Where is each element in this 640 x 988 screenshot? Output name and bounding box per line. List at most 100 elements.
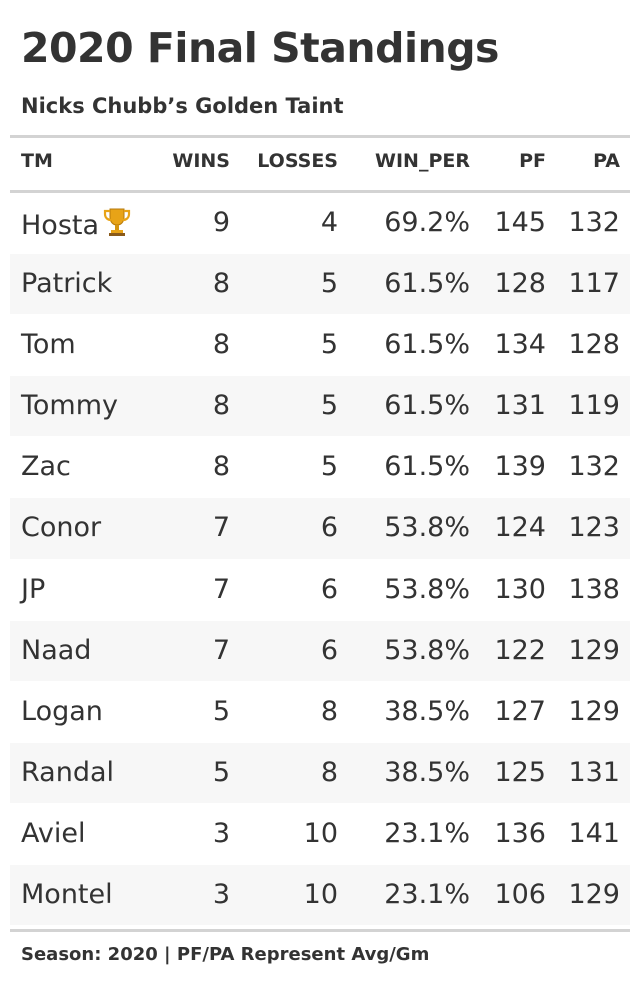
cell-wins: 7: [213, 635, 230, 666]
cell-pf-text: 139: [494, 451, 546, 483]
cell-losses: 4: [321, 207, 338, 238]
table-row: Tommy 8 5 61.5% 131 119: [10, 376, 630, 438]
cell-win-per-text: 38.5%: [384, 756, 470, 788]
trophy-icon: [103, 207, 131, 237]
cell-win-per: 61.5%: [384, 451, 470, 482]
cell-pf-text: 136: [494, 817, 546, 849]
cell-win-per-text: 53.8%: [384, 512, 470, 544]
cell-pa: 129: [568, 696, 620, 727]
cell-losses: 10: [304, 818, 338, 849]
cell-pf-text: 134: [494, 329, 546, 361]
table-row: Montel 3 10 23.1% 106 129: [10, 865, 630, 927]
cell-pf: 139: [494, 451, 546, 482]
cell-win-per-text: 61.5%: [384, 451, 470, 483]
cell-pa: 138: [568, 574, 620, 605]
cell-team: Logan: [21, 696, 103, 727]
cell-losses: 6: [321, 512, 338, 543]
cell-pa-text: 123: [568, 512, 620, 544]
cell-losses: 5: [321, 451, 338, 482]
cell-win-per: 61.5%: [384, 329, 470, 360]
cell-wins: 8: [213, 268, 230, 299]
cell-win-per: 61.5%: [384, 268, 470, 299]
cell-pa-text: 131: [568, 756, 620, 788]
cell-losses: 6: [321, 574, 338, 605]
cell-team-text: Tom: [21, 329, 76, 361]
cell-pa-text: 128: [568, 329, 620, 361]
cell-win-per: 38.5%: [384, 757, 470, 788]
cell-pa: 131: [568, 757, 620, 788]
cell-pa-text: 129: [568, 695, 620, 727]
cell-pf: 125: [494, 757, 546, 788]
table-footnote: Season: 2020 | PF/PA Represent Avg/Gm: [21, 944, 430, 965]
table-row: Tom 8 5 61.5% 134 128: [10, 315, 630, 377]
table-row: Hosta 9 4 69.2% 145 132: [10, 193, 630, 255]
table-row: Conor 7 6 53.8% 124 123: [10, 498, 630, 560]
cell-wins: 3: [213, 818, 230, 849]
cell-pa-text: 117: [568, 268, 620, 300]
cell-wins: 3: [213, 879, 230, 910]
cell-win-per-text: 38.5%: [384, 695, 470, 727]
cell-losses-text: 6: [320, 573, 338, 605]
cell-team-text: Aviel: [21, 817, 86, 849]
cell-pa-text: 132: [568, 451, 620, 483]
cell-pf: 130: [494, 574, 546, 605]
table-body: Hosta 9 4 69.2% 145 132 Patrick 8 5 61.5% 128 117 To…: [10, 193, 630, 927]
cell-pf-text: 131: [494, 390, 546, 422]
cell-losses: 5: [321, 390, 338, 421]
column-header-pf: PF: [519, 150, 546, 172]
cell-wins: 8: [213, 390, 230, 421]
column-header-losses: LOSSES: [257, 150, 338, 172]
cell-team: JP: [21, 574, 45, 605]
cell-wins-text: 8: [212, 329, 230, 361]
cell-team: Zac: [21, 451, 71, 482]
cell-win-per: 23.1%: [384, 879, 470, 910]
cell-pa: 132: [568, 451, 620, 482]
column-header-tm: TM: [21, 150, 53, 172]
cell-pf: 127: [494, 696, 546, 727]
cell-pf-text: 124: [494, 512, 546, 544]
cell-wins-text: 7: [212, 634, 230, 666]
table-header: TM WINS LOSSES WIN_PER PF PA: [10, 138, 630, 190]
cell-team: Patrick: [21, 268, 112, 299]
cell-win-per: 69.2%: [384, 207, 470, 238]
cell-pa: 128: [568, 329, 620, 360]
cell-losses-text: 6: [320, 512, 338, 544]
cell-wins: 5: [213, 757, 230, 788]
cell-wins-text: 9: [212, 207, 230, 238]
cell-wins-text: 8: [212, 451, 230, 483]
cell-win-per-text: 23.1%: [384, 879, 470, 911]
bottom-rule: [10, 929, 630, 932]
cell-team-text: Tommy: [21, 390, 119, 422]
table-row: Aviel 3 10 23.1% 136 141: [10, 804, 630, 866]
cell-pa: 117: [568, 268, 620, 299]
cell-losses-text: 5: [320, 451, 338, 483]
cell-wins-text: 7: [212, 512, 230, 544]
cell-win-per: 38.5%: [384, 696, 470, 727]
cell-losses: 10: [304, 879, 338, 910]
cell-pf: 136: [494, 818, 546, 849]
cell-pa: 119: [568, 390, 620, 421]
column-header-wins: WINS: [172, 150, 230, 172]
cell-pa-text: 138: [568, 573, 620, 605]
header-rule: [10, 190, 630, 193]
cell-win-per-text: 61.5%: [384, 268, 470, 300]
cell-wins-text: 8: [212, 268, 230, 300]
cell-team-text: Montel: [21, 879, 113, 911]
cell-team-text: Conor: [21, 512, 102, 544]
cell-team: Aviel: [21, 818, 85, 849]
cell-team: Randal: [21, 757, 114, 788]
cell-win-per-text: 61.5%: [384, 390, 470, 422]
cell-wins-text: 8: [212, 390, 230, 422]
cell-losses-text: 10: [303, 817, 338, 849]
cell-losses: 5: [321, 268, 338, 299]
cell-wins-text: 3: [212, 817, 230, 849]
cell-pa: 141: [568, 818, 620, 849]
column-header-pa: PA: [593, 150, 620, 172]
cell-wins: 7: [213, 512, 230, 543]
cell-losses-text: 4: [320, 207, 338, 238]
cell-team: Tommy: [21, 390, 118, 421]
cell-wins: 8: [213, 329, 230, 360]
cell-losses-text: 6: [320, 634, 338, 666]
cell-wins: 5: [213, 696, 230, 727]
cell-pf-text: 130: [494, 573, 546, 605]
